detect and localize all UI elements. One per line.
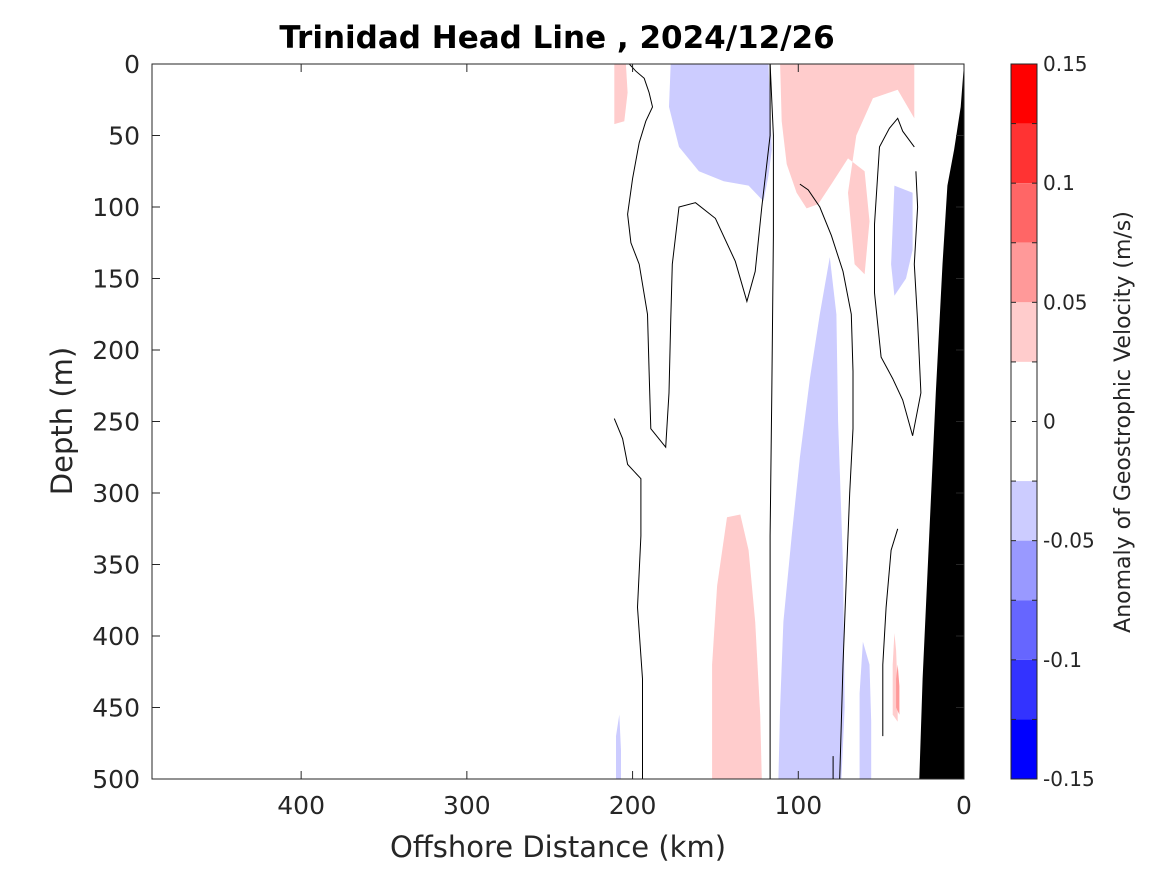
colorbar-tick-label: 0.1	[1043, 171, 1075, 195]
colorbar-swatch	[1011, 64, 1037, 124]
chart-title: Trinidad Head Line , 2024/12/26	[279, 20, 834, 56]
region-pink-deep	[712, 514, 762, 779]
colorbar-tick-label: -0.15	[1043, 767, 1095, 791]
colorbar-swatch	[1011, 242, 1037, 303]
y-tick-label: 500	[92, 765, 140, 794]
region-red-deep-right	[896, 664, 900, 715]
y-tick-label: 200	[92, 336, 140, 365]
colorbar-swatch	[1011, 719, 1037, 779]
y-tick-label: 100	[92, 193, 140, 222]
bathymetry-layer	[919, 64, 964, 779]
y-axis-label: Depth (m)	[45, 347, 79, 495]
contour-lines	[613, 64, 922, 779]
region-blue-right-mid	[891, 185, 913, 296]
y-tick-label: 400	[92, 622, 140, 651]
zero-contour-1	[627, 64, 771, 449]
colorbar-tick-label: -0.1	[1043, 648, 1082, 672]
x-tick-label: 100	[774, 791, 822, 820]
colorbar-swatch	[1011, 540, 1037, 601]
y-tick-label: 250	[92, 408, 140, 437]
colorbar-swatch	[1011, 659, 1037, 720]
contour-regions	[614, 64, 915, 779]
zero-contour-6	[882, 528, 899, 737]
zero-contour-4	[874, 117, 922, 436]
y-tick-label: 50	[108, 122, 140, 151]
x-tick-label: 200	[609, 791, 657, 820]
zero-contour-3	[769, 64, 774, 779]
x-axis-label: Offshore Distance (km)	[390, 830, 726, 864]
colorbar-swatch	[1011, 302, 1037, 362]
x-tick-label: 400	[277, 791, 325, 820]
colorbar-tick-label: 0	[1043, 410, 1056, 434]
colorbar-tick-label: -0.05	[1043, 529, 1095, 553]
y-tick-label: 450	[92, 694, 140, 723]
colorbar-swatch	[1011, 361, 1037, 422]
region-blue-l5	[669, 64, 772, 202]
region-red-l5	[780, 64, 915, 275]
zero-contour-2	[613, 418, 643, 779]
colorbar-swatch	[1011, 421, 1037, 482]
y-tick-label: 150	[92, 265, 140, 294]
x-tick-label: 0	[956, 791, 972, 820]
x-tick-label: 300	[443, 791, 491, 820]
region-blue-deep-right	[859, 641, 872, 779]
colorbar-tick-label: 0.05	[1043, 290, 1088, 314]
colorbar-swatch	[1011, 123, 1037, 184]
region-red-left-top	[614, 64, 628, 125]
plot-axes: 400 300 200 100 0 0 50 100 150 200 250 300 350 400 450…	[92, 50, 972, 820]
colorbar-swatch	[1011, 600, 1037, 660]
y-tick-label: 300	[92, 479, 140, 508]
seafloor	[919, 64, 964, 779]
y-tick-label: 0	[124, 50, 140, 79]
colorbar-swatch	[1011, 183, 1037, 243]
colorbar-tick-label: 0.15	[1043, 52, 1088, 76]
colorbar-label: Anomaly of Geostrophic Velocity (m/s)	[1111, 211, 1136, 633]
region-blue-bottom-left	[616, 714, 621, 779]
colorbar-swatch	[1011, 481, 1037, 541]
y-tick-label: 350	[92, 551, 140, 580]
region-blue-deep-left	[778, 257, 845, 779]
zero-contour-5	[799, 183, 854, 779]
colorbar: 0.15 0.1 0.05 0 -0.05 -0.1 -0.15	[1010, 52, 1095, 791]
